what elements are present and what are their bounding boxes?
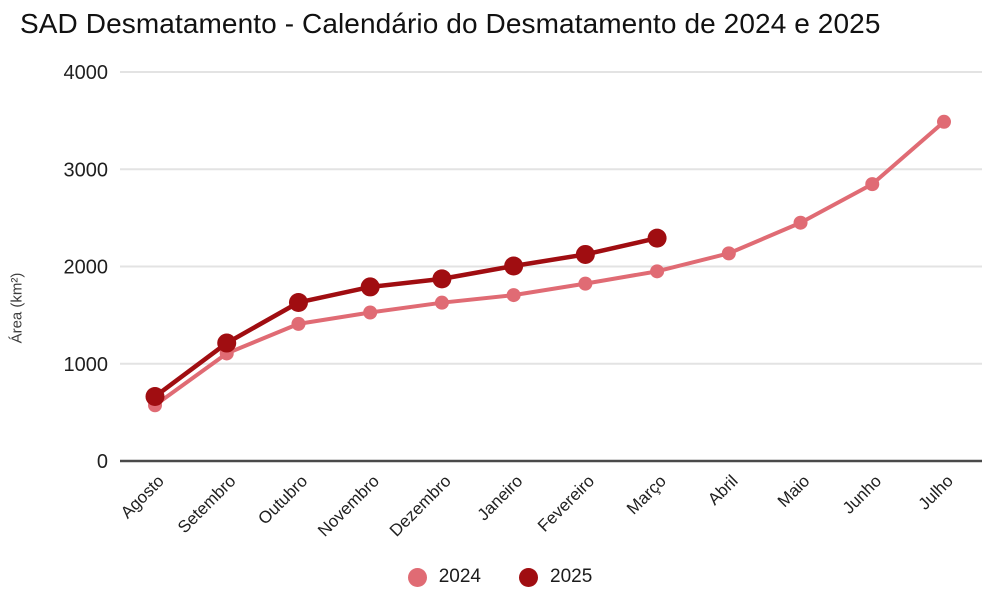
x-tick-label-Janeiro: Janeiro	[474, 471, 527, 524]
x-tick-label-Novembro: Novembro	[314, 471, 383, 540]
series-2025-point-Fevereiro[interactable]	[575, 244, 595, 264]
x-tick-label-Junho: Junho	[839, 471, 885, 517]
y-tick-label-4000: 4000	[64, 62, 109, 84]
series-2024-point-Maio[interactable]	[793, 215, 808, 230]
x-tick-label-Março: Março	[623, 471, 670, 518]
x-tick-label-Agosto: Agosto	[117, 471, 168, 522]
y-tick-label-2000: 2000	[64, 257, 109, 279]
series-2024-point-Novembro[interactable]	[363, 305, 378, 320]
series-2024-line	[153, 119, 946, 408]
series-2024-point-Julho[interactable]	[937, 114, 951, 129]
legend-dot-2024-icon	[407, 567, 427, 587]
series-2024-point-Janeiro[interactable]	[506, 288, 521, 303]
series-2024-point-Abril[interactable]	[721, 246, 736, 261]
x-tick-label-Setembro: Setembro	[174, 471, 240, 537]
series-2024-point-Dezembro[interactable]	[434, 295, 449, 310]
y-tick-label-0: 0	[97, 451, 108, 473]
y-tick-label-3000: 3000	[64, 159, 109, 181]
series-2025-point-Setembro[interactable]	[217, 333, 237, 353]
series-2025-point-Outubro[interactable]	[288, 292, 308, 312]
series-2025-point-Dezembro[interactable]	[432, 269, 452, 289]
x-tick-label-Julho: Julho	[915, 471, 957, 513]
series-2025-point-Novembro[interactable]	[360, 277, 380, 297]
x-tick-label-Abril: Abril	[704, 471, 741, 508]
x-tick-label-Fevereiro: Fevereiro	[534, 471, 598, 535]
series-2025-line	[152, 235, 660, 399]
series-2025-point-Março[interactable]	[647, 228, 667, 248]
legend-label-2024: 2024	[438, 566, 481, 587]
series-2024-point-Março[interactable]	[650, 264, 665, 279]
chart-title: SAD Desmatamento - Calendário do Desmata…	[20, 8, 881, 39]
series-2025-point-Agosto[interactable]	[145, 387, 165, 407]
legend: 2024 2025	[0, 560, 1000, 594]
x-tick-label-Outubro: Outubro	[254, 471, 311, 528]
series-2024-point-Fevereiro[interactable]	[578, 276, 593, 291]
legend-dot-2025-icon	[519, 567, 538, 587]
x-tick-label-Maio: Maio	[774, 471, 813, 510]
legend-label-2025: 2025	[550, 566, 593, 587]
legend-item-2024: 2024	[407, 566, 481, 588]
series-2024-point-Junho[interactable]	[865, 177, 880, 192]
legend-item-2025: 2025	[519, 566, 592, 588]
series-2024-point-Outubro[interactable]	[291, 316, 306, 331]
x-tick-label-Dezembro: Dezembro	[386, 471, 455, 540]
series-2025-point-Janeiro[interactable]	[504, 256, 524, 276]
y-tick-label-1000: 1000	[64, 354, 109, 376]
